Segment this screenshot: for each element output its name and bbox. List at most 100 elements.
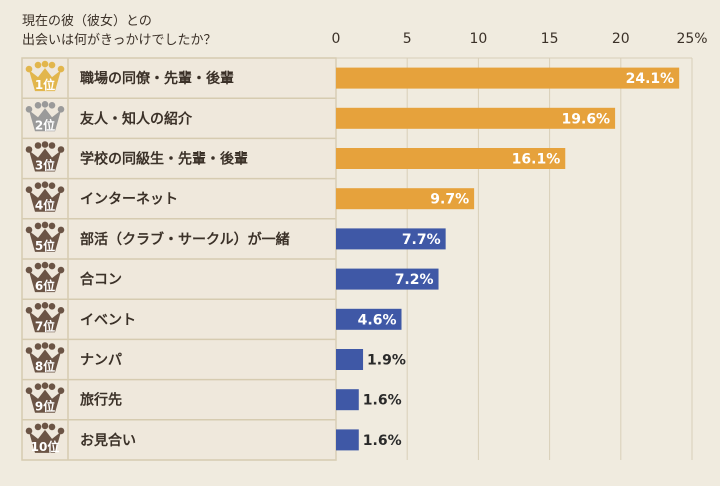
chart-row: 8位 ナンパ 1.9% [25,342,406,374]
rank-label: 5位 [35,238,55,253]
chart-title: 現在の彼（彼女）との 出会いは何がきっかけでしたか？ [22,12,216,50]
crown-jewel [41,181,49,188]
crown-jewel [48,423,56,431]
bar [336,67,680,89]
rank-label: 3位 [35,158,55,173]
bar [336,389,359,411]
crown-jewel [48,303,56,310]
crown-jewel [25,307,33,314]
crown-icon [25,261,65,293]
crown-jewel [41,261,49,269]
crown-jewel [57,146,65,153]
chart-row: 3位 学校の同級生・先輩・後輩 16.1% [25,141,566,173]
crown-jewel [57,186,65,193]
category-label: インターネット [80,192,178,208]
crown-body [29,108,61,132]
crown-icon [25,342,65,373]
crown-jewel [34,142,42,149]
data-label: 4.6% [358,312,397,328]
data-label: 1.6% [363,393,402,409]
rank-label: 9位 [35,399,55,414]
crown-jewel [41,221,49,229]
crown-body [29,429,61,453]
crown-jewel [41,302,49,309]
crown-jewel [34,61,42,69]
crown-jewel [25,387,33,395]
crown-jewel [48,343,56,350]
crown-jewel [48,142,56,149]
crown-jewel [57,266,65,274]
crown-icon [25,302,65,333]
category-label: 友人・知人の紹介 [80,110,193,127]
crown-jewel [25,146,33,153]
category-label: お見合い [80,432,136,449]
data-label: 19.6% [562,111,611,127]
crown-body [29,68,61,92]
crown-jewel [48,262,56,270]
chart-row: 6位 合コン 7.2% [25,261,439,293]
bar [336,188,475,210]
rank-label: 7位 [35,318,55,333]
x-tick-label: 5 [403,31,412,47]
crown-body [29,309,61,333]
crown-jewel [34,262,42,270]
crown-icon [25,141,65,172]
x-tick-label: 20 [612,31,630,47]
bar [336,148,566,169]
chart-row: 1位 職場の同僚・先輩・後輩 24.1% [25,60,680,92]
category-label: 旅行先 [80,392,122,409]
crown-icon [25,221,65,252]
crown-jewel [57,226,65,234]
crown-icon [25,382,65,413]
crown-body [29,228,61,252]
crown-jewel [25,186,33,193]
bar [336,268,439,290]
chart-row: 10位 お見合い 1.6% [25,422,402,454]
crown-jewel [34,222,42,230]
rank-label: 10位 [31,439,60,454]
crown-body [29,148,61,172]
crown-jewel [57,65,65,73]
x-tick-label: 0 [332,31,341,47]
x-tick-label: 10 [469,31,487,47]
crown-jewel [57,387,65,395]
crown-jewel [48,222,56,230]
crown-icon [25,181,65,212]
data-label: 9.7% [430,192,469,208]
crown-icon [25,60,65,92]
crown-jewel [57,427,65,435]
bar [336,349,364,370]
data-label: 24.1% [626,71,675,87]
crown-jewel [25,65,33,73]
rank-label: 8位 [35,359,55,374]
category-label: 学校の同級生・先輩・後輩 [80,151,248,168]
bar [336,228,446,250]
chart-row: 7位 イベント 4.6% [25,302,402,333]
x-tick-label: 15 [541,31,559,47]
data-label: 16.1% [512,152,561,168]
chart-row: 2位 友人・知人の紹介 19.6% [25,101,616,132]
chart-title-line-2: 出会いは何がきっかけでしたか？ [22,33,217,48]
rank-label: 4位 [35,198,55,213]
crown-jewel [34,343,42,350]
crown-jewel [34,423,42,431]
crown-jewel [57,106,65,113]
crown-body [29,188,61,212]
bar [336,308,402,330]
crown-jewel [57,347,65,354]
crown-jewel [25,266,33,274]
rank-label: 2位 [35,117,55,132]
crown-body [29,349,61,373]
crown-jewel [41,342,49,349]
crown-jewel [57,307,65,314]
crown-jewel [48,102,56,109]
category-label: 職場の同僚・先輩・後輩 [80,70,234,87]
crown-jewel [34,303,42,310]
crown-icon [25,422,65,453]
category-label: イベント [80,312,136,328]
chart-title-line-1: 現在の彼（彼女）との [22,14,152,29]
crown-icon [25,101,65,132]
chart-row: 9位 旅行先 1.6% [25,382,402,414]
data-label: 1.6% [363,433,402,449]
